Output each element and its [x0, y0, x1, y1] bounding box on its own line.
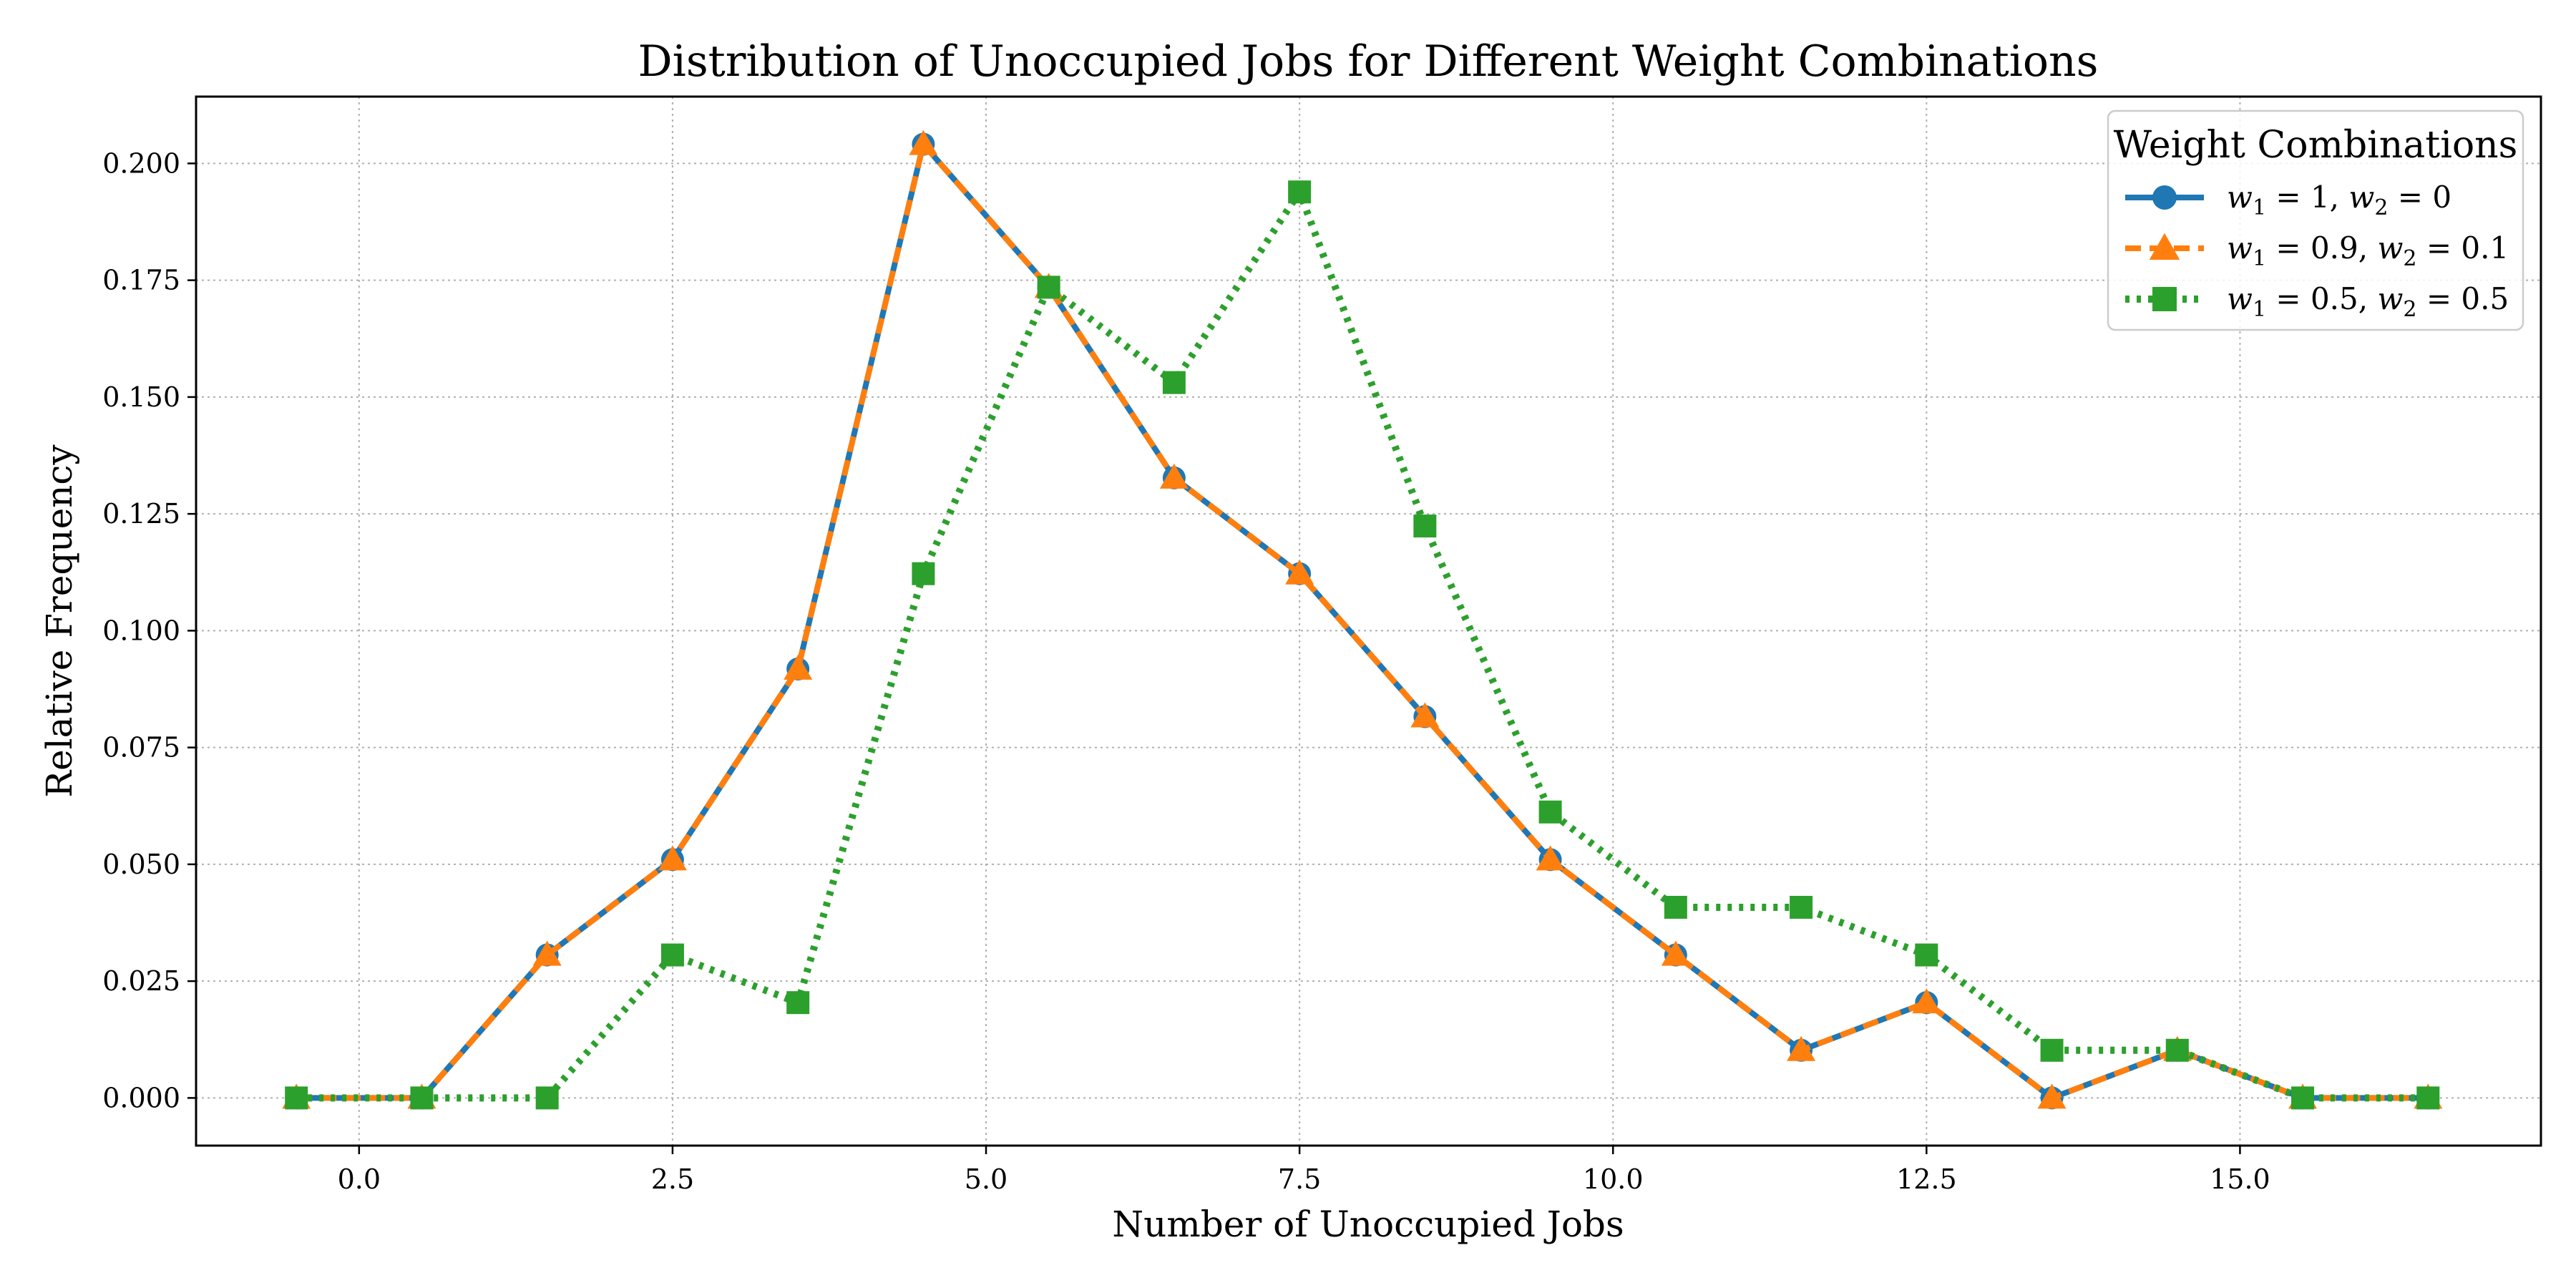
- y-tick-label: 0.100: [102, 615, 180, 646]
- y-tick-label: 0.150: [102, 381, 180, 413]
- x-tick-label: 2.5: [651, 1163, 694, 1195]
- data-point: [2291, 1086, 2315, 1110]
- x-tick-label: 0.0: [338, 1163, 381, 1195]
- data-point: [285, 1086, 308, 1110]
- data-point: [1661, 940, 1690, 966]
- legend-label: w1 = 0.9, w2 = 0.1: [2227, 230, 2509, 271]
- data-point: [784, 654, 813, 680]
- x-tick-label: 7.5: [1278, 1163, 1321, 1195]
- legend-box: [2107, 109, 2524, 331]
- y-tick-label: 0.175: [102, 265, 180, 296]
- data-point: [660, 943, 684, 967]
- y-tick-label: 0.075: [102, 732, 180, 763]
- legend-title: Weight Combinations: [2114, 124, 2518, 167]
- data-point: [658, 845, 687, 871]
- data-point: [1037, 275, 1060, 299]
- chart-title: Distribution of Unoccupied Jobs for Diff…: [638, 36, 2099, 87]
- data-point: [2040, 1038, 2064, 1062]
- data-point: [1538, 800, 1562, 824]
- plot-frame: [195, 95, 2542, 1147]
- legend-marker: [2149, 233, 2180, 260]
- y-tick-label: 0.000: [102, 1082, 180, 1113]
- data-point: [2416, 1086, 2440, 1110]
- series-line: [296, 141, 2429, 1101]
- data-point: [1787, 1035, 1816, 1061]
- x-tick-label: 12.5: [1896, 1163, 1957, 1195]
- series-3: [285, 180, 2440, 1110]
- data-point: [912, 562, 935, 585]
- y-axis-label: Relative Frequency: [39, 444, 80, 798]
- data-point: [909, 130, 938, 155]
- x-tick-label: 5.0: [965, 1163, 1008, 1195]
- data-point: [1790, 895, 1813, 919]
- data-point: [1159, 463, 1189, 489]
- data-point: [535, 1086, 559, 1110]
- legend-label: w1 = 0.5, w2 = 0.5: [2227, 281, 2509, 322]
- y-tick-label: 0.125: [102, 498, 180, 530]
- data-point: [1413, 514, 1437, 538]
- legend-entry: w1 = 1, w2 = 0: [2125, 180, 2451, 220]
- y-tick-label: 0.050: [102, 849, 180, 880]
- x-axis-label: Number of Unoccupied Jobs: [1112, 1204, 1624, 1245]
- y-tick-label: 0.200: [102, 147, 180, 179]
- data-point: [1288, 180, 1312, 204]
- data-point: [1912, 988, 1941, 1014]
- legend-entry: w1 = 0.9, w2 = 0.1: [2125, 230, 2509, 271]
- x-tick-label: 10.0: [1583, 1163, 1644, 1195]
- legend: Weight Combinations w1 = 1, w2 = 0 w1 = 0…: [2107, 109, 2524, 331]
- y-tick-label: 0.025: [102, 965, 180, 997]
- data-point: [410, 1086, 434, 1110]
- legend-entries: w1 = 1, w2 = 0 w1 = 0.9, w2 = 0.1 w1 = 0.5…: [2125, 180, 2509, 322]
- data-point: [1162, 371, 1186, 394]
- data-point: [1536, 845, 1565, 871]
- data-point: [1915, 943, 1938, 967]
- legend-marker: [2152, 185, 2177, 210]
- data-point: [2037, 1083, 2067, 1109]
- data-point: [2165, 1038, 2189, 1062]
- legend-marker: [2152, 287, 2177, 311]
- x-tick-label: 15.0: [2210, 1163, 2270, 1195]
- plot-series: [282, 130, 2443, 1110]
- legend-label: w1 = 1, w2 = 0: [2227, 180, 2451, 220]
- data-point: [1285, 559, 1314, 585]
- legend-entry: w1 = 0.5, w2 = 0.5: [2125, 281, 2509, 322]
- data-point: [1410, 702, 1440, 728]
- data-point: [1664, 895, 1687, 919]
- data-point: [786, 991, 810, 1015]
- axis-ticks: 0.0 2.5 5.0 7.5 10.0 12.5 15.0 0.000 0.025 0.050 0…: [102, 147, 2270, 1195]
- data-point: [532, 940, 562, 966]
